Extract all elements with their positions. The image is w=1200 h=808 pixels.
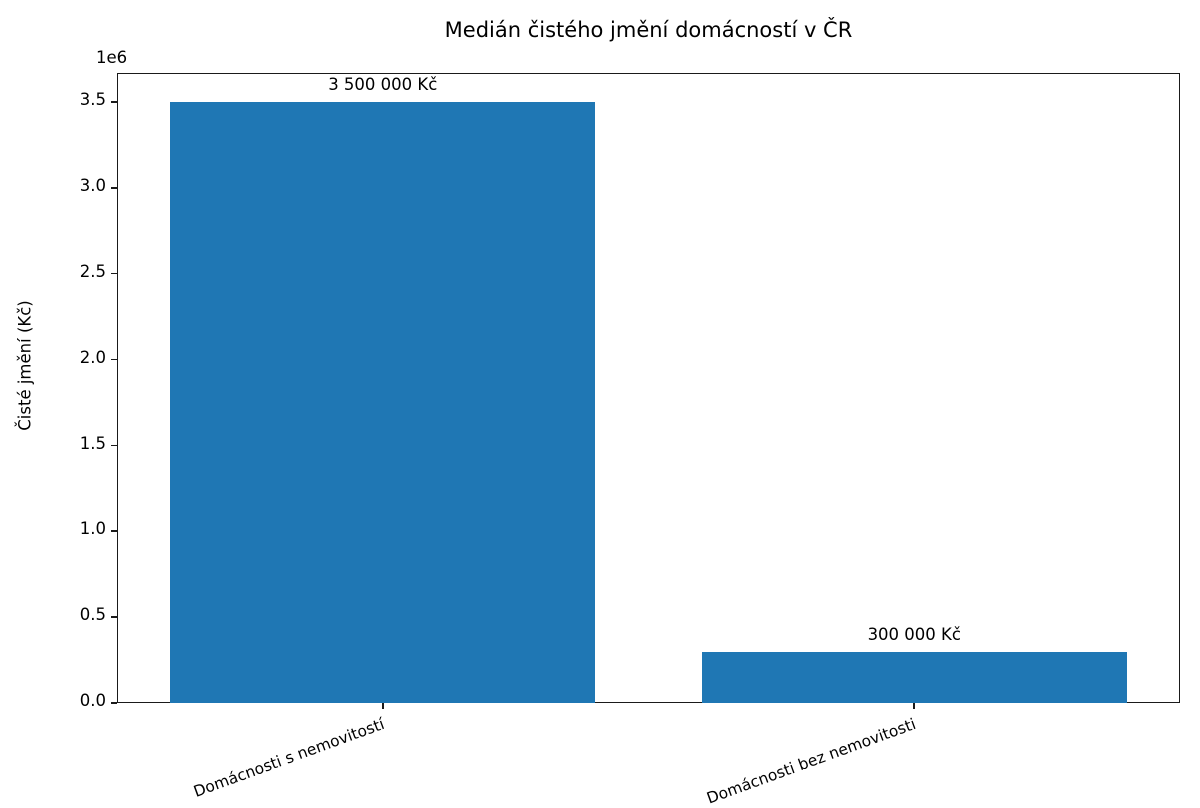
bar-value-label: 300 000 Kč (867, 624, 961, 644)
bar[interactable] (701, 651, 1127, 703)
y-axis-offset-label: 1e6 (96, 48, 128, 67)
y-tick-label: 3.5 (79, 90, 106, 110)
y-tick-mark (111, 530, 117, 532)
x-tick-label: Domácnosti bez nemovitosti (704, 715, 919, 808)
y-tick-mark (111, 272, 117, 275)
y-tick-mark (111, 187, 117, 189)
y-tick-label: 3.0 (79, 176, 106, 195)
y-tick-label: 0.0 (79, 691, 106, 710)
x-tick-mark (381, 703, 384, 709)
y-tick-label: 2.5 (79, 261, 106, 281)
y-tick-mark (111, 444, 117, 447)
bar[interactable] (170, 102, 596, 703)
y-tick-mark (111, 358, 117, 361)
y-tick-label: 1.0 (79, 519, 106, 539)
bar-value-label: 3 500 000 Kč (328, 75, 438, 95)
y-tick-mark (111, 702, 117, 704)
y-tick-label: 1.5 (79, 433, 106, 453)
y-tick-label: 2.0 (79, 347, 106, 367)
y-tick-label: 0.5 (79, 605, 106, 625)
x-tick-mark (913, 703, 916, 709)
y-tick-mark (111, 101, 117, 103)
chart-title: Medián čistého jmění domácností v ČR (444, 18, 853, 42)
y-tick-mark (111, 616, 117, 618)
y-axis-label: Čisté jmění (Kč) (15, 300, 35, 431)
x-tick-label: Domácnosti s nemovitostí (191, 715, 387, 801)
